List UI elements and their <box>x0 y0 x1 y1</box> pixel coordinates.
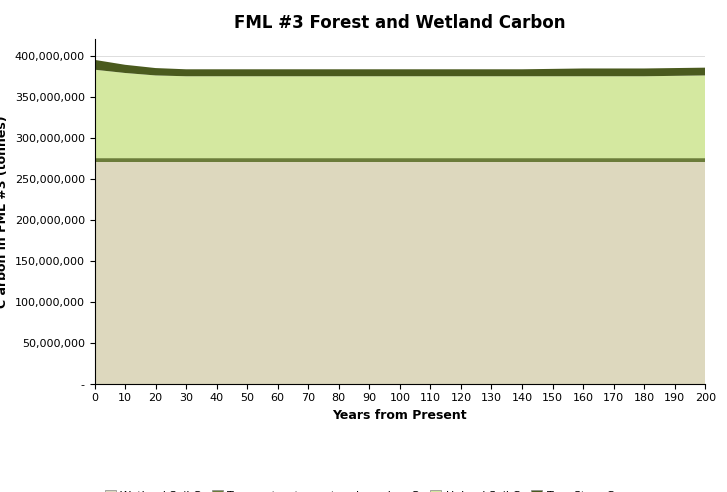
X-axis label: Years from Present: Years from Present <box>332 409 467 422</box>
Y-axis label: C arbon in FML #3 (tonnes): C arbon in FML #3 (tonnes) <box>0 115 9 308</box>
Legend: Wetland Soil C, Tree roots, stump, top, branches C, Upland Soil C, Tree Stem C: Wetland Soil C, Tree roots, stump, top, … <box>100 486 619 492</box>
Title: FML #3 Forest and Wetland Carbon: FML #3 Forest and Wetland Carbon <box>234 14 566 32</box>
